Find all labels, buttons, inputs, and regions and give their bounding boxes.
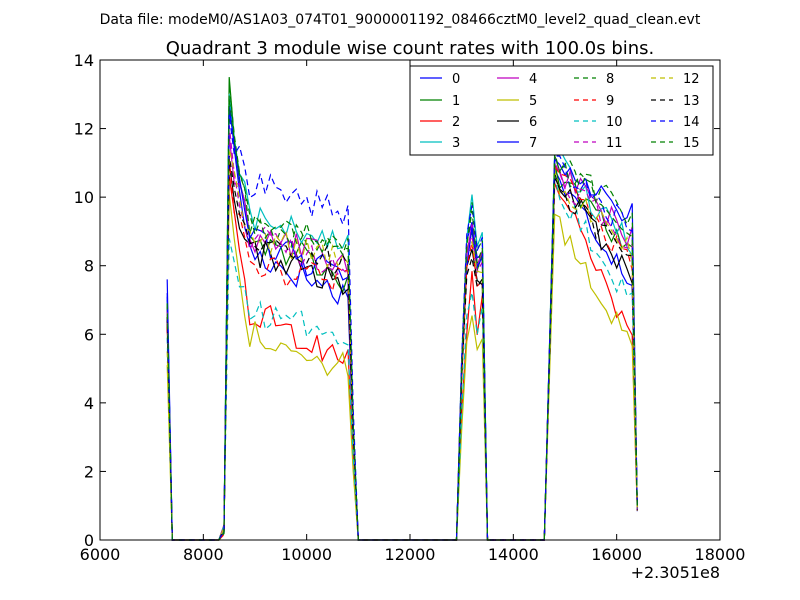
legend-label-7: 7 [529, 136, 537, 151]
x-tick-label: 14000 [488, 545, 539, 564]
series-line-15 [166, 97, 638, 541]
y-tick-label: 2 [84, 462, 94, 481]
x-offset-label: +2.3051e8 [631, 563, 720, 582]
legend-label-13: 13 [683, 94, 700, 109]
legend-label-5: 5 [529, 94, 537, 109]
series-line-5 [166, 193, 638, 541]
legend-label-1: 1 [452, 94, 460, 109]
legend-label-14: 14 [683, 115, 700, 130]
legend-frame [409, 65, 714, 156]
series-line-8 [166, 83, 638, 541]
legend-label-8: 8 [606, 72, 614, 87]
legend-label-15: 15 [683, 136, 700, 151]
legend-label-4: 4 [529, 72, 537, 87]
x-tick-label: 12000 [385, 545, 436, 564]
series-line-10 [166, 176, 638, 541]
y-tick-label: 6 [84, 325, 94, 344]
x-tick-label: 8000 [183, 545, 224, 564]
series-line-12 [166, 148, 638, 541]
series-line-6 [166, 162, 638, 541]
legend-label-3: 3 [452, 136, 460, 151]
x-tick-label: 10000 [281, 545, 332, 564]
legend-label-9: 9 [606, 94, 614, 109]
y-tick-label: 4 [84, 394, 94, 413]
x-tick-label: 18000 [695, 545, 746, 564]
x-tick-label: 6000 [80, 545, 121, 564]
legend-label-6: 6 [529, 115, 537, 130]
legend-label-0: 0 [452, 72, 460, 87]
legend-label-10: 10 [606, 115, 623, 130]
suptitle: Data file: modeM0/AS1A03_074T01_90000011… [100, 12, 701, 28]
y-tick-label: 10 [74, 188, 94, 207]
legend-label-2: 2 [452, 115, 460, 130]
series-line-2 [166, 176, 638, 541]
legend-label-11: 11 [606, 136, 623, 151]
y-tick-label: 8 [84, 257, 94, 276]
legend-label-12: 12 [683, 72, 700, 87]
axis-ticks: 6000 8000 10000 12000 14000 16000 180000246810… [74, 51, 746, 564]
y-tick-label: 14 [74, 51, 94, 70]
x-tick-label: 16000 [591, 545, 642, 564]
chart-title: Quadrant 3 module wise count rates with … [166, 38, 655, 59]
series-line-11 [166, 125, 638, 541]
y-tick-label: 0 [84, 531, 94, 550]
y-tick-label: 12 [74, 120, 94, 139]
